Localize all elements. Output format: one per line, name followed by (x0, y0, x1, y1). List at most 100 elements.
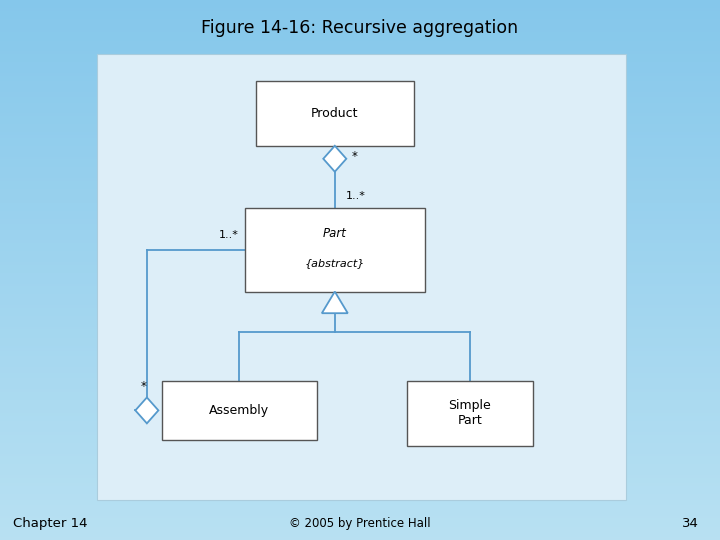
Bar (0, 467, 720, 470)
Bar (0, 443, 720, 445)
Polygon shape (322, 292, 348, 313)
Bar (0, 421, 720, 424)
Bar (0, 381, 720, 383)
Bar (0, 446, 720, 448)
Bar (0, 43, 720, 46)
Bar (0, 208, 720, 211)
Bar (0, 470, 720, 472)
Bar (0, 189, 720, 192)
Bar (0, 108, 720, 111)
Bar (0, 275, 720, 278)
Bar (0, 302, 720, 305)
Text: Part: Part (323, 227, 347, 240)
Bar (0, 186, 720, 189)
Bar (0, 3, 720, 5)
Bar (0, 335, 720, 338)
Bar (0, 181, 720, 184)
Bar (0, 167, 720, 170)
Bar (0, 508, 720, 510)
Bar (0, 89, 720, 92)
Bar (0, 343, 720, 346)
Bar (0, 14, 720, 16)
Bar (0, 11, 720, 14)
Bar (0, 327, 720, 329)
Bar (0, 178, 720, 181)
Text: Chapter 14: Chapter 14 (13, 517, 87, 530)
Bar (0, 329, 720, 332)
Bar (0, 16, 720, 19)
Bar (0, 521, 720, 524)
Bar (0, 30, 720, 32)
Bar (0, 267, 720, 270)
Bar (0, 432, 720, 435)
Bar (0, 462, 720, 464)
Bar (0, 251, 720, 254)
Bar (0, 146, 720, 148)
Text: Assembly: Assembly (210, 404, 269, 417)
Bar (245, 208, 425, 292)
Bar (0, 103, 720, 105)
Bar (0, 429, 720, 432)
Bar (0, 459, 720, 462)
Bar (0, 259, 720, 262)
Bar (0, 346, 720, 348)
Text: {abstract}: {abstract} (305, 258, 365, 268)
Bar (0, 427, 720, 429)
Bar (0, 281, 720, 284)
Bar (0, 94, 720, 97)
Bar (0, 313, 720, 316)
Bar (0, 154, 720, 157)
Bar (0, 289, 720, 292)
Bar (0, 378, 720, 381)
Bar (0, 122, 720, 124)
Bar (0, 386, 720, 389)
Bar (0, 197, 720, 200)
Bar (0, 454, 720, 456)
Bar (0, 451, 720, 454)
Bar (0, 59, 720, 62)
Bar (0, 537, 720, 540)
Bar (0, 437, 720, 440)
Bar (0, 224, 720, 227)
Bar (0, 51, 720, 54)
Bar (0, 475, 720, 478)
Bar (0, 294, 720, 297)
Bar (97, 54, 626, 500)
Bar (0, 73, 720, 76)
Text: 1..*: 1..* (346, 191, 366, 201)
Bar (0, 40, 720, 43)
Bar (0, 219, 720, 221)
Bar (0, 162, 720, 165)
Bar (0, 176, 720, 178)
Bar (0, 113, 720, 116)
Bar (0, 240, 720, 243)
Bar (0, 19, 720, 22)
Bar (256, 81, 414, 146)
Bar (0, 340, 720, 343)
Bar (0, 27, 720, 30)
Bar (0, 46, 720, 49)
Bar (0, 127, 720, 130)
Bar (0, 22, 720, 24)
Bar (0, 321, 720, 324)
Bar (0, 97, 720, 100)
Bar (0, 416, 720, 418)
Bar (0, 200, 720, 202)
Bar (0, 383, 720, 386)
Bar (0, 518, 720, 521)
Bar (0, 270, 720, 273)
Bar (0, 148, 720, 151)
Bar (0, 397, 720, 400)
Bar (0, 86, 720, 89)
Text: © 2005 by Prentice Hall: © 2005 by Prentice Hall (289, 517, 431, 530)
Bar (0, 362, 720, 364)
Bar (0, 5, 720, 8)
Bar (0, 92, 720, 94)
Bar (0, 105, 720, 108)
Bar (0, 526, 720, 529)
Text: *: * (140, 380, 146, 393)
Bar (0, 243, 720, 246)
Bar (0, 505, 720, 508)
Bar (0, 424, 720, 427)
Bar (0, 54, 720, 57)
